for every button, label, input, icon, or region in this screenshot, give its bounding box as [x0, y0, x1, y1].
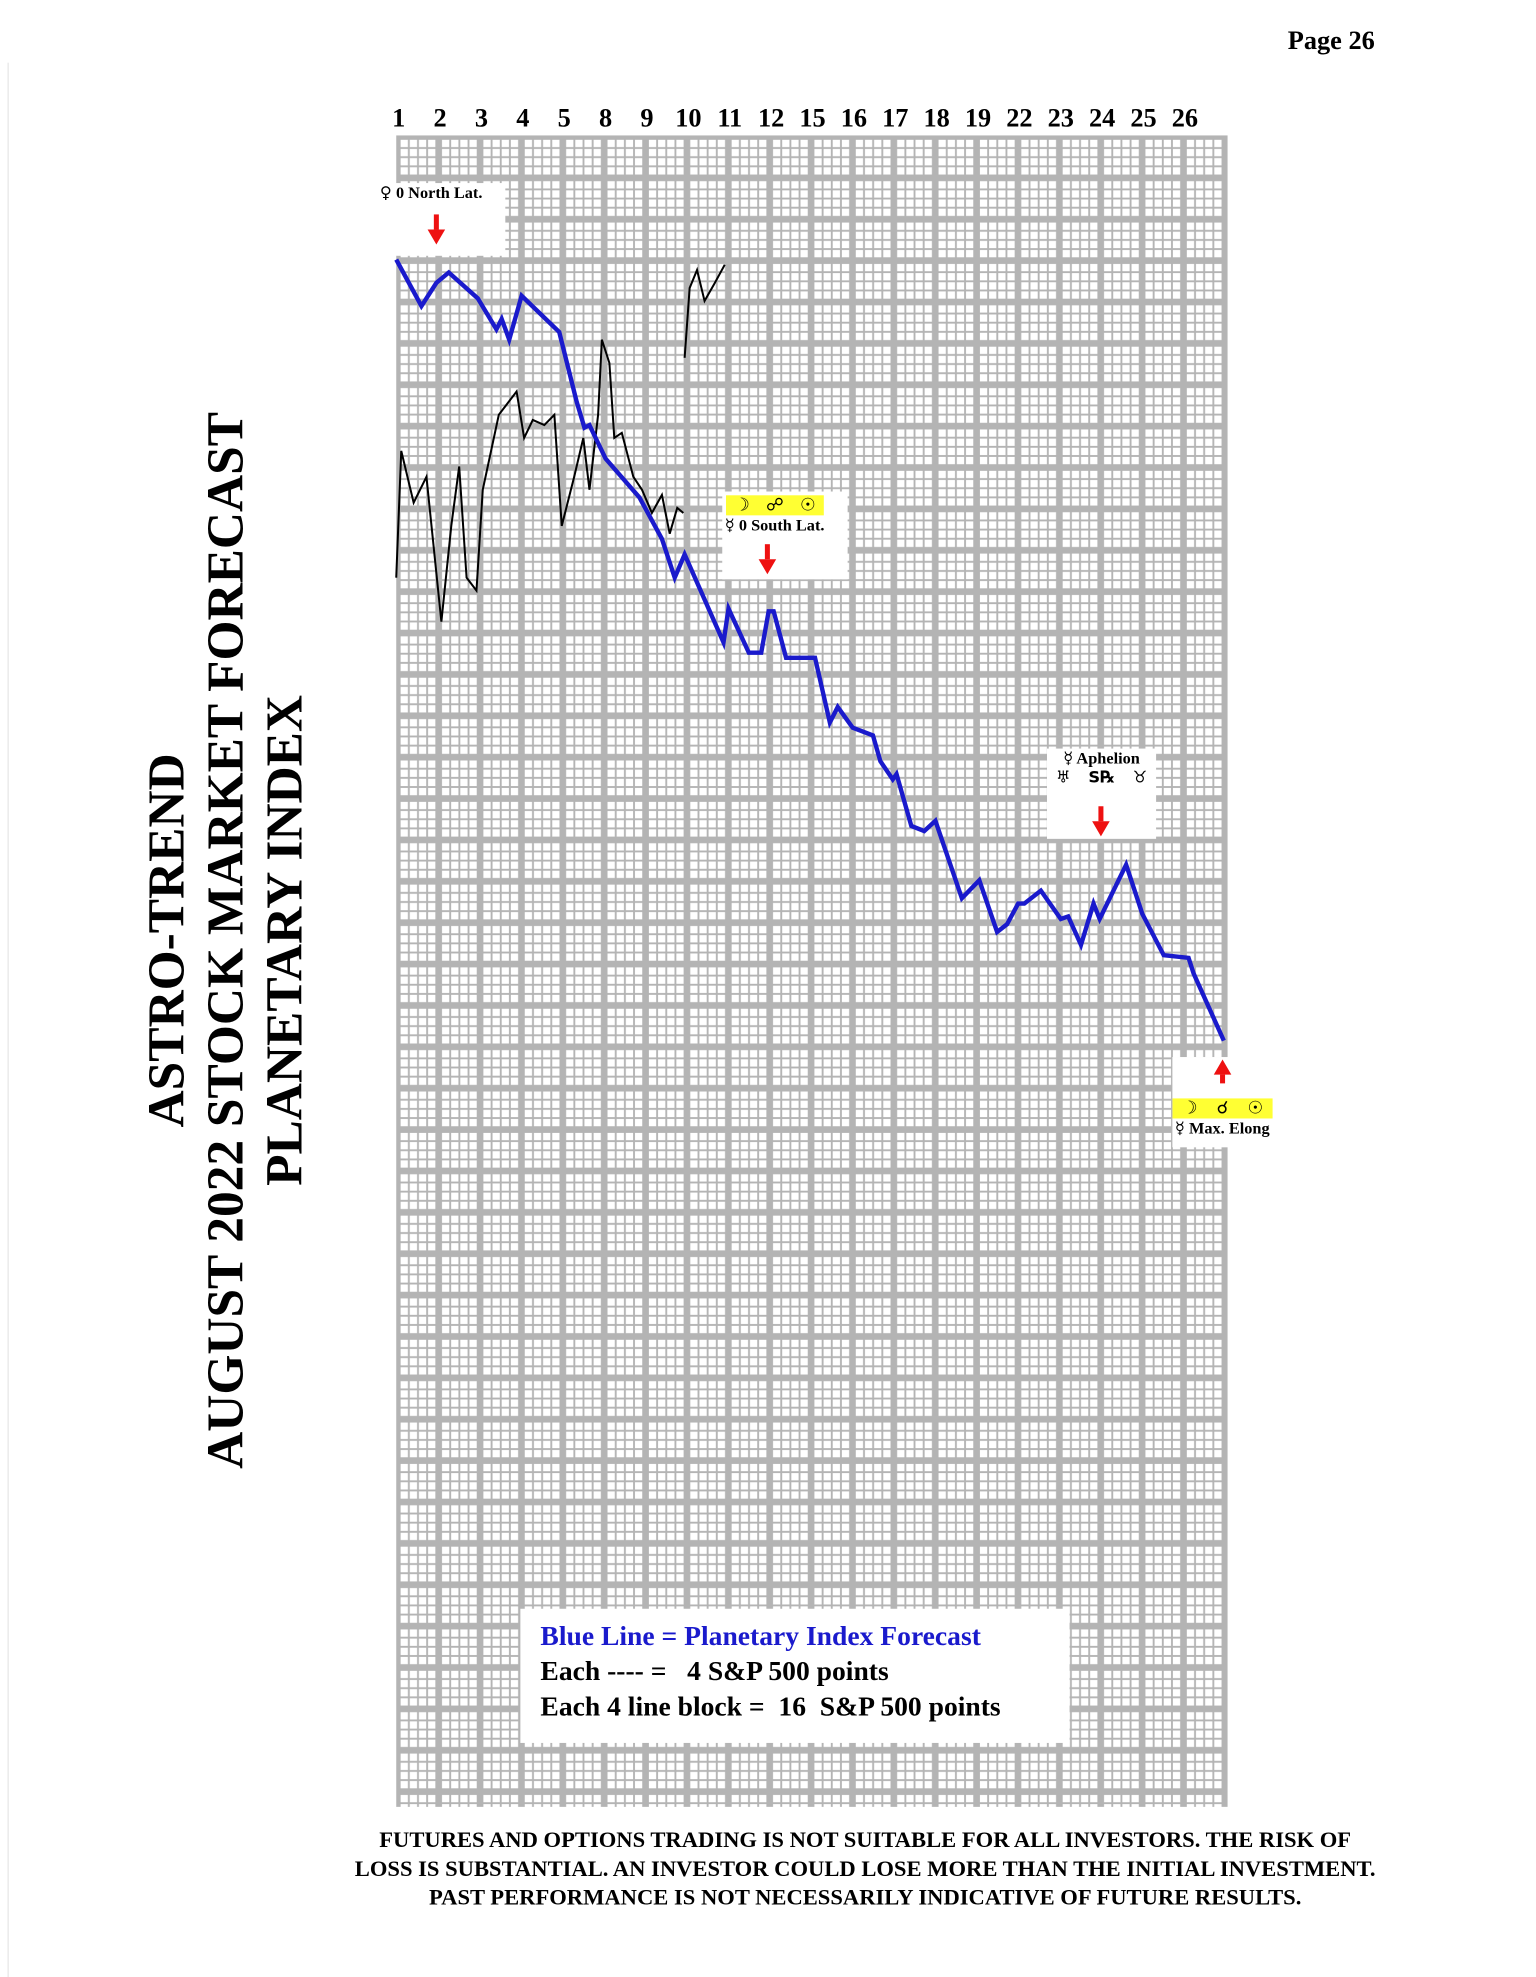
annotation-mercury-south-lat: ☽ ☍ ☉ ☿ 0 South Lat. — [722, 491, 848, 580]
title-line-2: AUGUST 2022 STOCK MARKET FORECAST — [196, 411, 254, 1469]
day-label-24: 24 — [1089, 102, 1116, 133]
annotation-text: 0 North Lat. — [395, 183, 483, 202]
annotation-text: Max. Elong — [1188, 1118, 1270, 1138]
taurus-icon: ♉ — [1132, 768, 1148, 788]
day-label-1: 1 — [392, 102, 406, 133]
sun-icon: ☉ — [1247, 1098, 1264, 1119]
forecast-line — [394, 258, 1226, 1042]
moon-icon: ☽ — [1181, 1098, 1198, 1119]
day-label-15: 15 — [799, 102, 826, 133]
legend-line-scale: Each ---- = 4 S&P 500 points — [540, 1655, 889, 1687]
day-label-19: 19 — [964, 102, 992, 133]
day-label-26: 26 — [1171, 102, 1199, 133]
page-number: Page 26 — [1287, 25, 1375, 56]
chart-legend: Blue Line = Planetary Index Forecast Eac… — [520, 1608, 1070, 1743]
red-arrow-down-icon — [1092, 806, 1110, 837]
conjunction-icon: ☌ — [1216, 1098, 1229, 1119]
day-label-3: 3 — [474, 102, 489, 133]
annotation-venus-north-lat: ♀ 0 North Lat. — [379, 183, 506, 256]
day-label-2: 2 — [433, 102, 447, 133]
venus-icon: ♀ — [379, 184, 392, 204]
stationary-retrograde-icon: S℞ — [1088, 768, 1115, 788]
annotation-mercury-aphelion: ☿ Aphelion ♅ S℞ ♉ — [1047, 748, 1157, 839]
mercury-icon: ☿ — [724, 516, 735, 536]
red-arrow-up-icon — [1213, 1059, 1232, 1084]
disclaimer: FUTURES AND OPTIONS TRADING IS NOT SUITA… — [213, 1826, 1517, 1913]
day-label-5: 5 — [557, 102, 571, 133]
day-label-11: 11 — [717, 102, 743, 133]
moon-icon: ☽ — [734, 495, 750, 516]
aspect-glyphs: ☽ ☌ ☉ — [1172, 1098, 1273, 1119]
mercury-icon: ☿ — [1174, 1119, 1185, 1139]
day-label-17: 17 — [882, 102, 909, 133]
day-label-23: 23 — [1047, 102, 1074, 133]
day-label-25: 25 — [1130, 102, 1157, 133]
day-label-4: 4 — [516, 102, 530, 133]
day-label-10: 10 — [675, 102, 702, 133]
page-edge-rule — [7, 62, 9, 1977]
day-label-12: 12 — [757, 102, 785, 133]
actual-price-line-segment-1 — [395, 339, 685, 622]
red-arrow-down-icon — [427, 214, 446, 245]
aspect-glyphs: ☽ ☍ ☉ — [726, 495, 824, 516]
disclaimer-line-2: LOSS IS SUBSTANTIAL. AN INVESTOR COULD L… — [354, 1855, 1376, 1881]
chart-title: ASTRO-TREND AUGUST 2022 STOCK MARKET FOR… — [137, 376, 314, 1505]
day-label-16: 16 — [840, 102, 868, 133]
legend-line-forecast: Blue Line = Planetary Index Forecast — [540, 1620, 981, 1652]
x-axis-day-labels: 1 2 3 4 5 8 9 10 11 12 15 16 17 18 19 22 23 24 25 26 — [0, 103, 1536, 136]
mercury-icon: ☿ — [1063, 749, 1074, 769]
sun-icon: ☉ — [799, 495, 816, 516]
day-label-18: 18 — [923, 102, 950, 133]
annotation-text: Aphelion — [1076, 748, 1140, 768]
opposition-icon: ☍ — [765, 495, 784, 516]
legend-line-block: Each 4 line block = 16 S&P 500 points — [540, 1690, 1001, 1722]
title-line-1: ASTRO-TREND — [137, 753, 195, 1128]
chart-grid — [396, 135, 1228, 1807]
actual-price-series — [395, 264, 726, 622]
forecast-series — [394, 258, 1226, 1042]
day-label-22: 22 — [1006, 102, 1033, 133]
red-arrow-down-icon — [758, 544, 777, 575]
day-label-9: 9 — [640, 102, 654, 133]
actual-price-line-segment-2 — [683, 264, 726, 358]
day-label-8: 8 — [599, 102, 613, 133]
annotation-mercury-max-elong: ☽ ☌ ☉ ☿ Max. Elong — [1172, 1057, 1273, 1148]
title-line-3: PLANETARY INDEX — [255, 694, 313, 1186]
uranus-icon: ♅ — [1055, 768, 1071, 788]
annotation-text: 0 South Lat. — [738, 515, 825, 535]
disclaimer-line-3: PAST PERFORMANCE IS NOT NECESSARILY INDI… — [429, 1884, 1302, 1910]
disclaimer-line-1: FUTURES AND OPTIONS TRADING IS NOT SUITA… — [379, 1826, 1352, 1853]
